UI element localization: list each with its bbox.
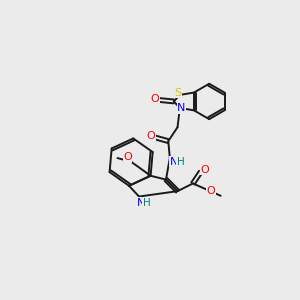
Text: O: O	[150, 94, 159, 104]
Text: O: O	[123, 152, 132, 162]
Text: H: H	[143, 198, 151, 208]
Text: O: O	[146, 131, 155, 142]
Text: N: N	[136, 198, 145, 208]
Text: N: N	[177, 103, 186, 113]
Text: O: O	[200, 165, 209, 175]
Text: S: S	[175, 88, 182, 98]
Text: N: N	[169, 157, 178, 167]
Text: O: O	[206, 186, 215, 196]
Text: H: H	[177, 157, 184, 167]
